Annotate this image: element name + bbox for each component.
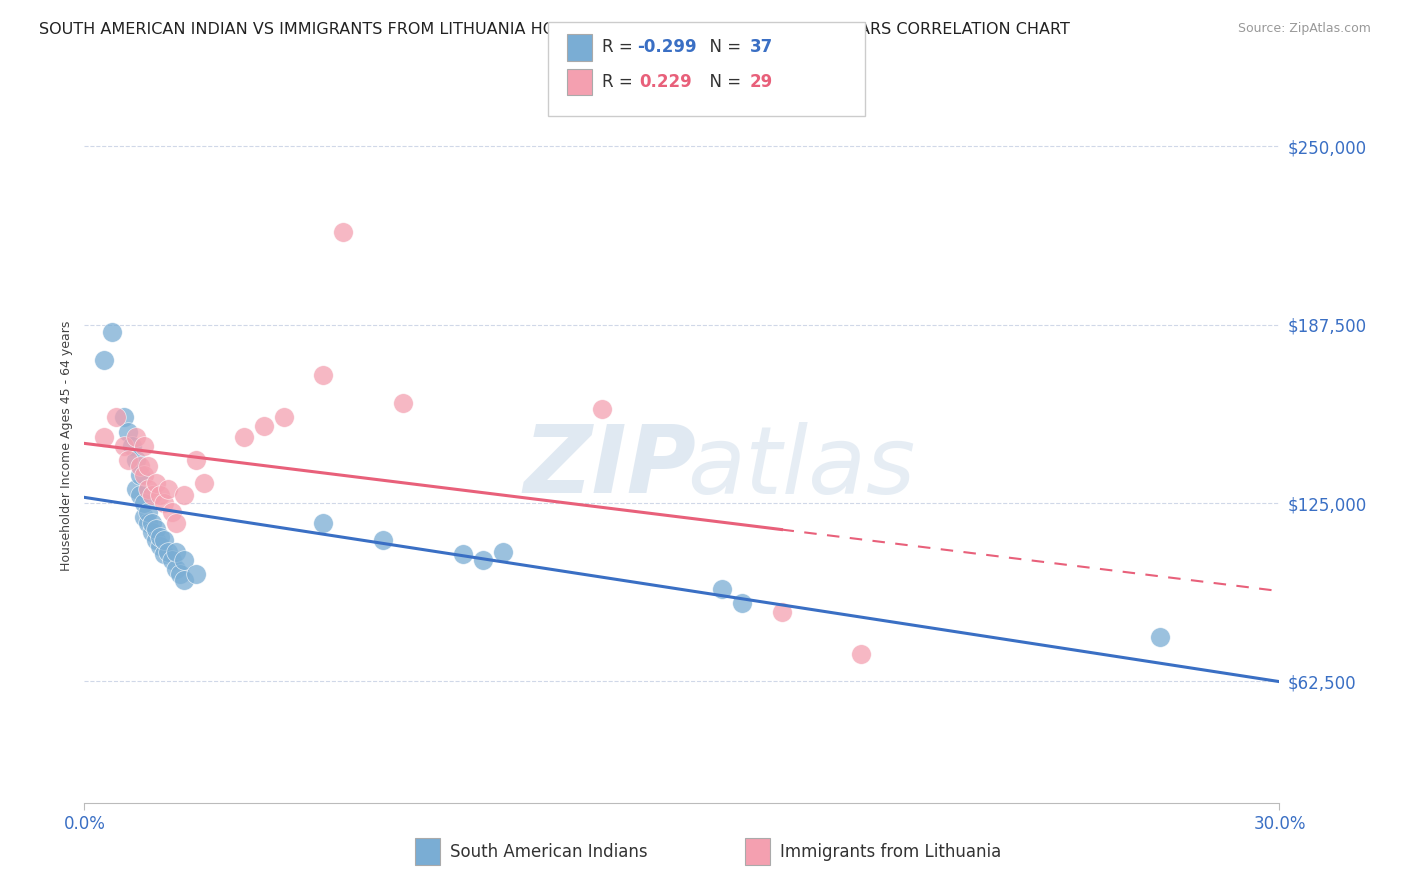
Point	[770, 605, 793, 619]
Text: N =: N =	[699, 38, 747, 56]
Point	[373, 533, 395, 548]
Point	[153, 496, 176, 510]
Point	[184, 567, 207, 582]
Text: SOUTH AMERICAN INDIAN VS IMMIGRANTS FROM LITHUANIA HOUSEHOLDER INCOME AGES 45 - : SOUTH AMERICAN INDIAN VS IMMIGRANTS FROM…	[39, 22, 1070, 37]
Point	[173, 573, 195, 587]
Point	[129, 487, 152, 501]
Point	[392, 396, 415, 410]
Point	[121, 439, 143, 453]
Point	[165, 562, 187, 576]
Point	[145, 476, 167, 491]
Text: -0.299: -0.299	[637, 38, 696, 56]
Point	[117, 453, 139, 467]
Point	[112, 439, 135, 453]
Point	[129, 458, 152, 473]
Point	[169, 567, 191, 582]
Point	[132, 496, 156, 510]
Point	[193, 476, 215, 491]
Point	[710, 582, 733, 596]
Point	[136, 482, 159, 496]
Point	[125, 430, 148, 444]
Point	[141, 524, 163, 539]
Point	[165, 544, 187, 558]
Point	[157, 482, 180, 496]
Point	[153, 533, 176, 548]
Point	[184, 453, 207, 467]
Point	[145, 533, 167, 548]
Point	[141, 487, 163, 501]
Point	[136, 505, 159, 519]
Point	[312, 516, 335, 530]
Point	[731, 596, 754, 610]
Point	[125, 482, 148, 496]
Point	[157, 544, 180, 558]
Point	[93, 430, 115, 444]
Text: atlas: atlas	[688, 422, 915, 513]
Point	[132, 510, 156, 524]
Point	[312, 368, 335, 382]
Point	[273, 410, 295, 425]
Point	[141, 516, 163, 530]
Point	[136, 516, 159, 530]
Text: Source: ZipAtlas.com: Source: ZipAtlas.com	[1237, 22, 1371, 36]
Point	[471, 553, 494, 567]
Point	[117, 425, 139, 439]
Point	[132, 467, 156, 482]
Text: 37: 37	[749, 38, 773, 56]
Text: South American Indians: South American Indians	[450, 843, 648, 861]
Point	[153, 548, 176, 562]
Point	[232, 430, 254, 444]
Point	[132, 439, 156, 453]
Point	[253, 419, 276, 434]
Point	[492, 544, 515, 558]
Point	[451, 548, 474, 562]
Point	[112, 410, 135, 425]
Point	[125, 453, 148, 467]
Point	[173, 553, 195, 567]
Point	[149, 487, 172, 501]
Text: R =: R =	[602, 73, 643, 91]
Text: N =: N =	[699, 73, 747, 91]
Y-axis label: Householder Income Ages 45 - 64 years: Householder Income Ages 45 - 64 years	[60, 321, 73, 571]
Point	[101, 325, 124, 339]
Point	[332, 225, 354, 239]
Text: Immigrants from Lithuania: Immigrants from Lithuania	[780, 843, 1001, 861]
Point	[136, 458, 159, 473]
Text: ZIP: ZIP	[524, 421, 696, 514]
Text: R =: R =	[602, 38, 638, 56]
Point	[149, 530, 172, 544]
Point	[149, 539, 172, 553]
Point	[591, 401, 613, 416]
Point	[160, 505, 183, 519]
Point	[165, 516, 187, 530]
Point	[851, 648, 873, 662]
Point	[105, 410, 128, 425]
Text: 0.229: 0.229	[640, 73, 693, 91]
Point	[145, 522, 167, 536]
Point	[129, 467, 152, 482]
Point	[93, 353, 115, 368]
Text: 29: 29	[749, 73, 773, 91]
Point	[1149, 630, 1171, 644]
Point	[160, 553, 183, 567]
Point	[173, 487, 195, 501]
